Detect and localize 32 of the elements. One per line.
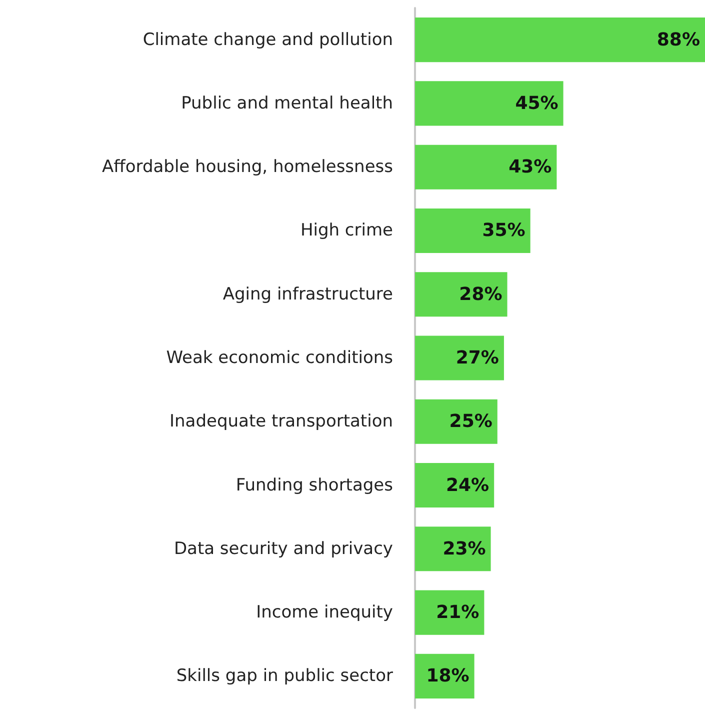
bar — [415, 18, 705, 62]
bar — [415, 336, 504, 380]
y-tick-label: Income inequity — [256, 602, 393, 623]
bar — [415, 526, 491, 572]
y-tick-label: Funding shortages — [236, 475, 394, 496]
y-tick-label: Data security and privacy — [174, 538, 393, 559]
data-label: 27% — [456, 348, 499, 368]
y-tick-label: Public and mental health — [181, 93, 393, 114]
y-tick-label: High crime — [300, 220, 393, 241]
data-label: 45% — [515, 92, 558, 114]
data-label: 23% — [442, 538, 486, 560]
data-label: 18% — [426, 666, 470, 687]
bar — [415, 463, 494, 508]
bar — [415, 208, 530, 253]
bar — [415, 144, 557, 190]
data-label: 88% — [656, 29, 700, 50]
data-label: 25% — [449, 411, 492, 432]
y-tick-label: Inadequate transportation — [170, 412, 393, 432]
data-label: 28% — [459, 284, 502, 305]
data-label: 24% — [446, 474, 490, 496]
bar — [415, 272, 508, 317]
y-tick-label: Climate change and pollution — [142, 30, 393, 50]
bar — [415, 590, 484, 635]
y-tick-label: Skills gap in public sector — [176, 666, 393, 686]
bar — [415, 399, 498, 444]
bar — [415, 81, 564, 126]
data-label: 43% — [508, 156, 552, 178]
y-tick-label: Affordable housing, homelessness — [102, 157, 394, 178]
data-label: 35% — [482, 220, 526, 242]
y-tick-label: Aging infrastructure — [222, 284, 393, 304]
y-tick-label: Weak economic conditions — [166, 348, 394, 368]
data-label: 21% — [436, 602, 480, 624]
